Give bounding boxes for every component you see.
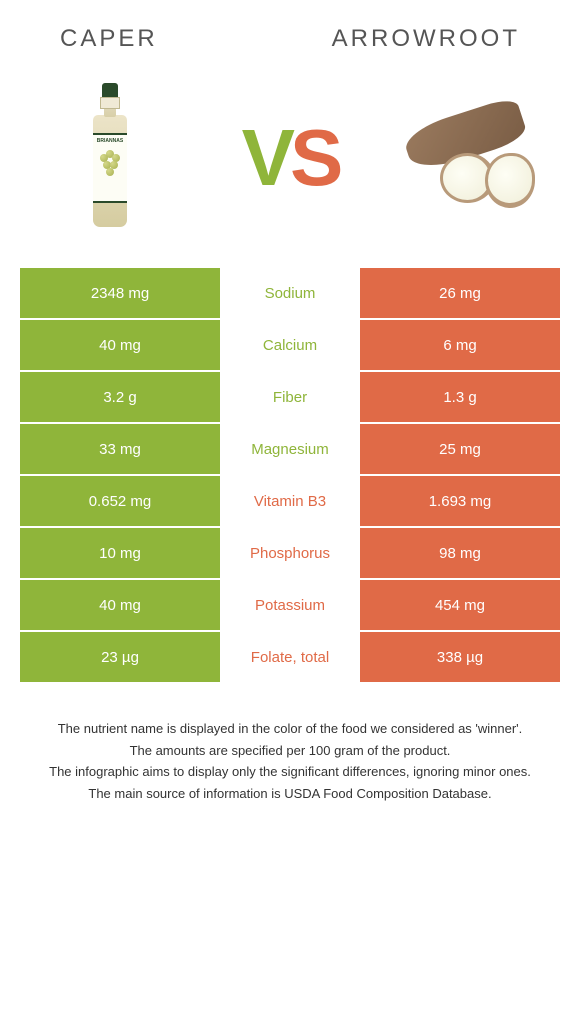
nutrient-row: 40 mgCalcium6 mg [20, 320, 560, 370]
left-value: 23 µg [20, 632, 220, 682]
right-value: 1.693 mg [360, 476, 560, 526]
left-value: 10 mg [20, 528, 220, 578]
nutrient-table: 2348 mgSodium26 mg40 mgCalcium6 mg3.2 gF… [0, 268, 580, 682]
right-value: 26 mg [360, 268, 560, 318]
nutrient-row: 3.2 gFiber1.3 g [20, 372, 560, 422]
right-value: 1.3 g [360, 372, 560, 422]
left-food-title: Caper [60, 25, 158, 53]
hero-row: BRIANNAS VS [0, 68, 580, 268]
right-value: 98 mg [360, 528, 560, 578]
right-value: 6 mg [360, 320, 560, 370]
nutrient-row: 0.652 mgVitamin B31.693 mg [20, 476, 560, 526]
caper-bottle-icon: BRIANNAS [85, 83, 135, 233]
nutrient-row: 23 µgFolate, total338 µg [20, 632, 560, 682]
right-value: 25 mg [360, 424, 560, 474]
footer-line: The amounts are specified per 100 gram o… [25, 741, 555, 761]
arrowroot-icon [400, 103, 540, 213]
left-food-image: BRIANNAS [40, 78, 180, 238]
nutrient-label: Vitamin B3 [220, 476, 360, 526]
footer-notes: The nutrient name is displayed in the co… [0, 684, 580, 803]
nutrient-row: 40 mgPotassium454 mg [20, 580, 560, 630]
footer-line: The nutrient name is displayed in the co… [25, 719, 555, 739]
vs-label: VS [242, 112, 339, 204]
vs-s: S [290, 113, 338, 202]
nutrient-row: 33 mgMagnesium25 mg [20, 424, 560, 474]
footer-line: The infographic aims to display only the… [25, 762, 555, 782]
left-value: 40 mg [20, 580, 220, 630]
nutrient-label: Phosphorus [220, 528, 360, 578]
nutrient-label: Potassium [220, 580, 360, 630]
left-value: 2348 mg [20, 268, 220, 318]
nutrient-row: 2348 mgSodium26 mg [20, 268, 560, 318]
left-value: 40 mg [20, 320, 220, 370]
nutrient-label: Magnesium [220, 424, 360, 474]
right-value: 338 µg [360, 632, 560, 682]
title-row: Caper Arrowroot [0, 0, 580, 68]
nutrient-label: Folate, total [220, 632, 360, 682]
right-value: 454 mg [360, 580, 560, 630]
right-food-image [400, 78, 540, 238]
nutrient-label: Fiber [220, 372, 360, 422]
nutrient-label: Calcium [220, 320, 360, 370]
left-value: 3.2 g [20, 372, 220, 422]
right-food-title: Arrowroot [332, 25, 520, 53]
nutrient-row: 10 mgPhosphorus98 mg [20, 528, 560, 578]
left-value: 0.652 mg [20, 476, 220, 526]
vs-v: V [242, 113, 290, 202]
left-value: 33 mg [20, 424, 220, 474]
nutrient-label: Sodium [220, 268, 360, 318]
footer-line: The main source of information is USDA F… [25, 784, 555, 804]
